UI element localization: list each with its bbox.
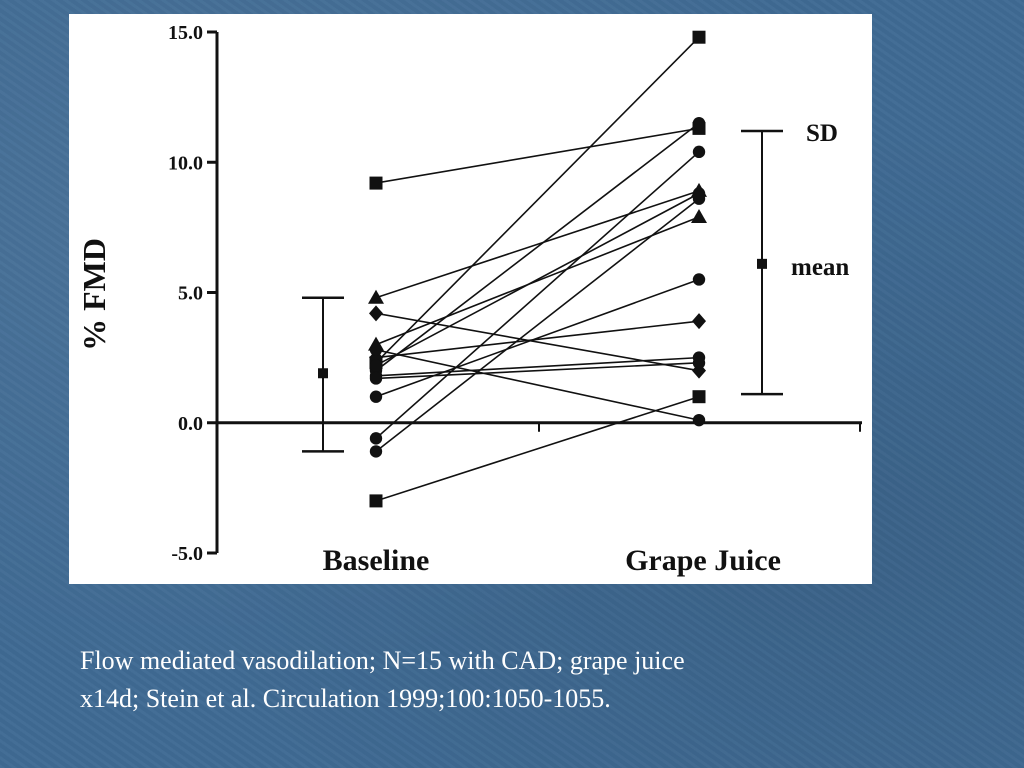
baseline-point bbox=[369, 305, 383, 322]
pair-line bbox=[375, 127, 700, 184]
grape-juice-point bbox=[692, 30, 706, 44]
grape-juice-point bbox=[692, 356, 706, 370]
grape-juice-point bbox=[692, 116, 706, 130]
pair-line bbox=[375, 122, 700, 372]
caption: Flow mediated vasodilation; N=15 with CA… bbox=[80, 642, 940, 718]
figure-panel: 15.0 10.0 5.0 0.0 -5.0 % FMD Baseline Grape Jui… bbox=[69, 14, 872, 584]
pair-line bbox=[375, 362, 700, 380]
pair-line bbox=[375, 192, 700, 367]
pair-line bbox=[375, 198, 700, 453]
baseline-point bbox=[368, 289, 384, 304]
y-tick-label: 15.0 bbox=[168, 22, 203, 44]
grape-juice-point bbox=[692, 413, 706, 427]
mean-marker bbox=[318, 368, 328, 379]
baseline-point bbox=[369, 390, 383, 403]
baseline-point bbox=[369, 445, 383, 458]
fmd-chart: 15.0 10.0 5.0 0.0 -5.0 % FMD Baseline Grape Jui… bbox=[76, 22, 862, 577]
grape-juice-point bbox=[692, 313, 706, 330]
pair-line bbox=[375, 312, 700, 372]
caption-line-2: x14d; Stein et al. Circulation 1999;100:… bbox=[80, 684, 611, 713]
pair-line bbox=[375, 151, 700, 439]
pair-line bbox=[375, 395, 700, 502]
y-tick-label: 0.0 bbox=[178, 413, 203, 435]
y-tick-label: 5.0 bbox=[178, 283, 203, 305]
pair-line bbox=[375, 278, 700, 398]
pair-line bbox=[375, 320, 700, 359]
x-category-label: Grape Juice bbox=[625, 544, 781, 577]
pair-line bbox=[375, 36, 700, 364]
mean-marker bbox=[757, 258, 767, 269]
grape-juice-point bbox=[691, 208, 707, 223]
pair-line bbox=[375, 349, 700, 421]
baseline-point bbox=[369, 372, 383, 385]
grape-juice-point bbox=[692, 145, 706, 159]
baseline-point bbox=[369, 494, 383, 508]
caption-line-1: Flow mediated vasodilation; N=15 with CA… bbox=[80, 646, 685, 675]
baseline-point bbox=[369, 176, 383, 190]
pair-line bbox=[375, 190, 700, 299]
grape-juice-point bbox=[692, 187, 706, 200]
baseline-point bbox=[369, 359, 383, 372]
sd-annotation: SD bbox=[806, 120, 838, 147]
baseline-point bbox=[369, 343, 383, 357]
y-axis-label: % FMD bbox=[76, 238, 112, 351]
y-tick-label: 10.0 bbox=[168, 152, 203, 174]
baseline-point bbox=[369, 432, 383, 445]
x-category-label: Baseline bbox=[323, 544, 430, 577]
pair-line bbox=[375, 356, 700, 377]
grape-juice-point bbox=[692, 273, 706, 286]
mean-annotation: mean bbox=[791, 254, 849, 281]
grape-juice-point bbox=[692, 390, 706, 404]
y-tick-label: -5.0 bbox=[171, 543, 203, 565]
